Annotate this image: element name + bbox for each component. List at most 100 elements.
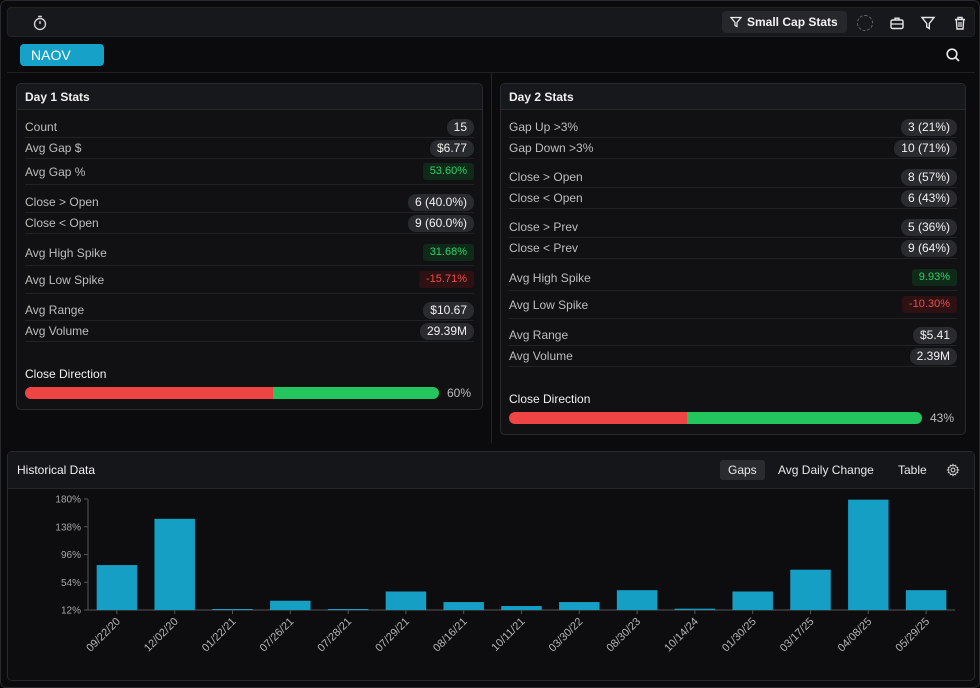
tab-gaps[interactable]: Gaps xyxy=(720,460,765,480)
day2-stats-panel: Day 2 Stats Gap Up >3% 3 (21%) Gap Down >… xyxy=(500,83,966,435)
stat-value: $6.77 xyxy=(429,139,474,157)
chart-bar xyxy=(154,518,195,610)
x-tick-label: 01/22/21 xyxy=(200,616,239,655)
briefcase-icon[interactable] xyxy=(889,15,905,31)
chart-bar xyxy=(385,591,427,610)
stat-row-close-lt-prev: Close < Prev 9 (64%) xyxy=(509,238,957,259)
stat-value: 9.93% xyxy=(911,269,957,286)
stat-value: 29.39M xyxy=(419,322,474,340)
chart-bar xyxy=(848,499,889,610)
stat-label: Avg Volume xyxy=(25,324,89,338)
trash-icon[interactable] xyxy=(952,15,968,31)
stopwatch-icon[interactable] xyxy=(32,15,48,31)
x-tick-label: 01/30/25 xyxy=(720,616,759,655)
top-toolbar: Small Cap Stats xyxy=(7,7,975,37)
chart-bar xyxy=(616,590,658,610)
stat-label: Gap Up >3% xyxy=(509,120,579,134)
search-icon[interactable] xyxy=(945,47,961,63)
stat-row-avg-volume: Avg Volume 29.39M xyxy=(25,321,474,342)
chart-bar xyxy=(327,609,369,610)
stat-row-avg-high-spike: Avg High Spike 9.93% xyxy=(509,265,957,291)
stat-value: 10 (71%) xyxy=(894,139,957,157)
stat-value: 3 (21%) xyxy=(900,118,957,136)
stat-value: 6 (43%) xyxy=(900,189,957,207)
day1-title: Day 1 Stats xyxy=(17,84,482,110)
loading-spinner-icon xyxy=(857,15,873,31)
preset-label: Small Cap Stats xyxy=(747,15,838,29)
x-tick-label: 08/30/23 xyxy=(604,616,643,655)
close-direction-bar xyxy=(25,387,439,399)
stat-label: Avg High Spike xyxy=(509,270,591,285)
historical-title: Historical Data xyxy=(17,463,96,477)
stat-row-close-gt-open: Close > Open 6 (40.0%) xyxy=(25,192,474,213)
x-tick-label: 07/29/21 xyxy=(373,616,412,655)
close-direction-green-segment xyxy=(273,387,439,399)
stat-label: Avg Volume xyxy=(509,349,573,363)
stat-value: 9 (64%) xyxy=(900,239,957,257)
chart-bar xyxy=(96,565,138,610)
stat-value: 6 (40.0%) xyxy=(407,193,474,211)
stat-row-gap-down: Gap Down >3% 10 (71%) xyxy=(509,138,957,159)
stat-row-avg-range: Avg Range $10.67 xyxy=(25,300,474,321)
y-tick-label: 12% xyxy=(61,606,81,617)
preset-button[interactable]: Small Cap Stats xyxy=(722,11,847,33)
day2-title: Day 2 Stats xyxy=(501,84,965,110)
stat-value: 8 (57%) xyxy=(900,168,957,186)
day1-stats-panel: Day 1 Stats Count 15 Avg Gap $ $6.77 Avg G… xyxy=(16,83,483,410)
x-tick-label: 08/16/21 xyxy=(431,616,470,655)
chart-bar xyxy=(905,590,947,610)
stat-value: 9 (60.0%) xyxy=(407,214,474,232)
stat-label: Close > Open xyxy=(25,195,99,209)
chart-bar xyxy=(212,609,253,610)
stat-row-avg-high-spike: Avg High Spike 31.68% xyxy=(25,240,474,266)
stat-label: Count xyxy=(25,120,58,134)
close-direction-label: Close Direction xyxy=(25,367,107,381)
chart-bar xyxy=(443,602,484,610)
stat-row-close-lt-open: Close < Open 6 (43%) xyxy=(509,188,957,209)
chart-bar xyxy=(270,600,311,610)
x-tick-label: 05/29/25 xyxy=(893,616,932,655)
gaps-bar-chart: 180% 138% 96% 54% 12%09/22/20 12/02/20 01/22/2… xyxy=(55,495,955,655)
stat-label: Gap Down >3% xyxy=(509,141,594,155)
chart-bar xyxy=(674,608,716,610)
tab-table[interactable]: Table xyxy=(898,463,927,477)
stat-row-avg-gap-pct: Avg Gap % 53.60% xyxy=(25,159,474,185)
stat-row-avg-gap-dollar: Avg Gap $ $6.77 xyxy=(25,138,474,159)
close-direction-green-segment xyxy=(686,412,922,424)
stat-value: $10.67 xyxy=(423,301,474,319)
stat-label: Close < Open xyxy=(25,216,99,230)
stat-label: Avg Gap $ xyxy=(25,141,82,155)
stat-label: Avg Range xyxy=(509,328,569,342)
ticker-bar: NAOV xyxy=(7,37,975,73)
stat-row-avg-volume: Avg Volume 2.39M xyxy=(509,346,957,367)
x-tick-label: 07/28/21 xyxy=(315,616,354,655)
x-tick-label: 07/26/21 xyxy=(258,616,297,655)
panel-divider xyxy=(491,73,492,443)
filter-icon[interactable] xyxy=(920,15,936,31)
x-tick-label: 12/02/20 xyxy=(142,616,181,655)
stat-label: Close < Open xyxy=(509,191,583,205)
y-tick-label: 138% xyxy=(55,522,81,533)
stat-label: Avg Low Spike xyxy=(25,272,105,287)
stat-row-avg-range: Avg Range $5.41 xyxy=(509,325,957,346)
close-direction-bar xyxy=(509,412,922,424)
x-tick-label: 10/14/24 xyxy=(662,616,701,655)
stat-row-avg-low-spike: Avg Low Spike -10.30% xyxy=(509,291,957,319)
x-tick-label: 09/22/20 xyxy=(84,616,123,655)
x-tick-label: 03/30/22 xyxy=(547,616,586,655)
stat-row-avg-low-spike: Avg Low Spike -15.71% xyxy=(25,266,474,294)
tab-avg-daily-change[interactable]: Avg Daily Change xyxy=(778,463,874,477)
chart-bar xyxy=(501,606,542,610)
ticker-badge[interactable]: NAOV xyxy=(20,44,104,66)
stat-row-close-lt-open: Close < Open 9 (60.0%) xyxy=(25,213,474,234)
stat-value: -10.30% xyxy=(902,296,957,313)
stat-label: Avg Low Spike xyxy=(509,297,589,312)
x-tick-label: 10/11/21 xyxy=(489,616,527,654)
stat-label: Close > Prev xyxy=(509,220,579,234)
stat-value: 31.68% xyxy=(422,244,474,261)
gear-icon[interactable] xyxy=(946,463,960,477)
x-tick-label: 03/17/25 xyxy=(778,616,817,655)
chart-bar xyxy=(790,569,831,610)
close-direction-pct: 43% xyxy=(930,411,955,425)
